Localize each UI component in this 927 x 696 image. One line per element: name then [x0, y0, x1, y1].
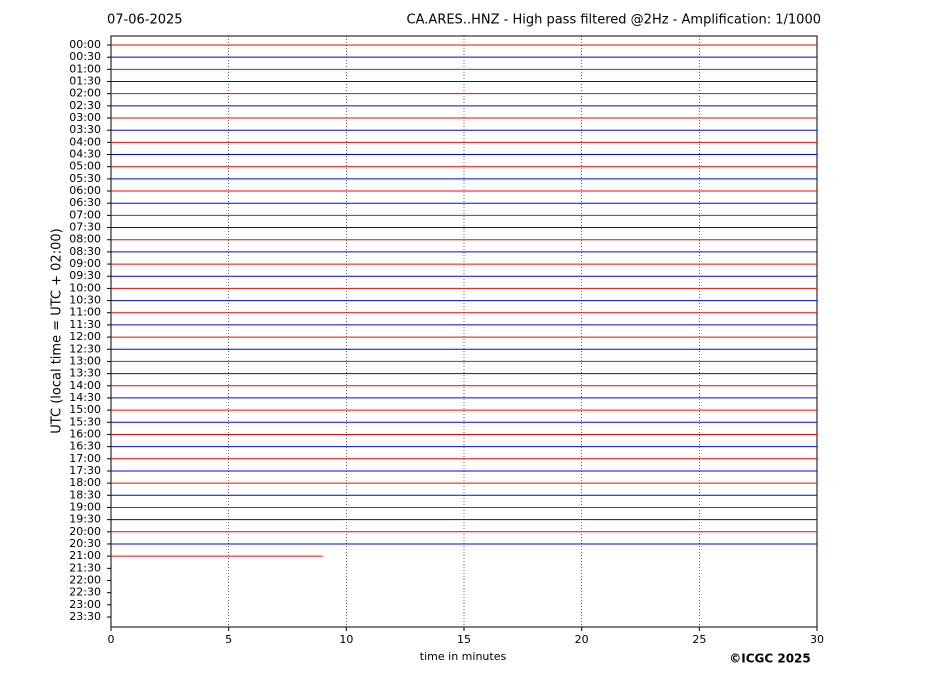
y-tick-label: 13:30 — [69, 367, 101, 380]
y-tick-label: 08:30 — [69, 245, 101, 258]
y-tick-label: 03:30 — [69, 123, 101, 136]
y-tick-label: 21:30 — [69, 561, 101, 574]
date: 07-06-2025 — [107, 13, 183, 28]
y-tick-label: 19:30 — [69, 513, 101, 526]
y-tick-label: 23:00 — [69, 598, 101, 611]
y-tick-label: 01:30 — [69, 75, 101, 88]
y-tick-label: 05:00 — [69, 160, 101, 173]
x-tick-label: 0 — [108, 633, 115, 646]
y-tick-label: 20:30 — [69, 537, 101, 550]
y-tick-label: 11:30 — [69, 318, 101, 331]
y-tick-label: 20:00 — [69, 525, 101, 538]
y-tick-label: 08:00 — [69, 233, 101, 246]
y-tick-label: 07:30 — [69, 221, 101, 234]
y-tick-label: 15:30 — [69, 415, 101, 428]
y-tick-label: 05:30 — [69, 172, 101, 185]
y-tick-label: 22:00 — [69, 573, 101, 586]
x-tick-label: 30 — [810, 633, 824, 646]
y-tick-label: 13:00 — [69, 354, 101, 367]
y-tick-label: 02:30 — [69, 99, 101, 112]
y-tick-label: 03:00 — [69, 111, 101, 124]
y-tick-label: 18:30 — [69, 488, 101, 501]
chart-title: CA.ARES..HNZ - High pass filtered @2Hz -… — [407, 13, 821, 28]
x-axis-label: time in minutes — [420, 650, 507, 663]
y-tick-label: 10:00 — [69, 281, 101, 294]
plot-frame — [110, 35, 818, 628]
y-tick-label: 16:00 — [69, 427, 101, 440]
y-tick-label: 18:00 — [69, 476, 101, 489]
y-tick-label: 21:00 — [69, 549, 101, 562]
y-tick-label: 02:00 — [69, 87, 101, 100]
y-tick-label: 07:00 — [69, 208, 101, 221]
y-tick-label: 00:00 — [69, 38, 101, 51]
y-tick-label: 14:00 — [69, 379, 101, 392]
y-tick-label: 09:00 — [69, 257, 101, 270]
y-tick-label: 19:00 — [69, 500, 101, 513]
x-tick-label: 5 — [225, 633, 232, 646]
y-axis-label: UTC (local time = UTC + 02:00) — [50, 228, 65, 433]
y-tick-label: 16:30 — [69, 440, 101, 453]
y-tick-label: 23:30 — [69, 610, 101, 623]
y-tick-label: 12:30 — [69, 342, 101, 355]
y-tick-label: 09:30 — [69, 269, 101, 282]
y-tick-label: 17:00 — [69, 452, 101, 465]
y-tick-label: 06:30 — [69, 196, 101, 209]
y-tick-label: 22:30 — [69, 586, 101, 599]
credit: ©ICGC 2025 — [729, 652, 811, 666]
y-tick-label: 04:30 — [69, 148, 101, 161]
y-tick-label: 06:00 — [69, 184, 101, 197]
x-tick-label: 10 — [339, 633, 353, 646]
y-tick-label: 00:30 — [69, 50, 101, 63]
y-tick-label: 11:00 — [69, 306, 101, 319]
y-tick-label: 17:30 — [69, 464, 101, 477]
x-tick-label: 20 — [575, 633, 589, 646]
x-tick-label: 25 — [692, 633, 706, 646]
x-tick-label: 15 — [457, 633, 471, 646]
y-tick-label: 01:00 — [69, 62, 101, 75]
y-tick-label: 10:30 — [69, 294, 101, 307]
y-tick-label: 04:00 — [69, 135, 101, 148]
y-tick-label: 12:00 — [69, 330, 101, 343]
y-tick-label: 15:00 — [69, 403, 101, 416]
y-tick-label: 14:30 — [69, 391, 101, 404]
